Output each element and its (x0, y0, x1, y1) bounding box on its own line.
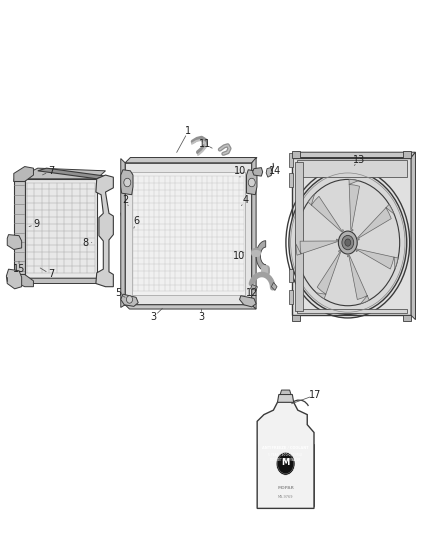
Text: 9: 9 (33, 219, 39, 229)
Polygon shape (289, 290, 293, 304)
Text: MOPAR: MOPAR (277, 486, 294, 490)
Polygon shape (125, 158, 257, 163)
Circle shape (289, 171, 407, 314)
Polygon shape (292, 158, 411, 316)
Text: 14: 14 (269, 166, 281, 176)
Polygon shape (277, 394, 294, 402)
Text: 4: 4 (242, 195, 248, 205)
Text: 7: 7 (48, 270, 54, 279)
Text: 7: 7 (48, 166, 54, 176)
Polygon shape (308, 194, 343, 232)
Polygon shape (403, 316, 411, 321)
Circle shape (277, 454, 294, 474)
Polygon shape (272, 282, 277, 290)
Circle shape (248, 178, 255, 187)
Polygon shape (280, 390, 291, 394)
Polygon shape (292, 151, 300, 158)
Polygon shape (296, 239, 338, 255)
Text: 15: 15 (13, 264, 25, 274)
Text: 2: 2 (122, 195, 128, 205)
Polygon shape (289, 269, 293, 282)
Polygon shape (349, 180, 360, 231)
Polygon shape (252, 158, 256, 309)
Circle shape (345, 239, 351, 246)
Text: M: M (282, 458, 290, 467)
Text: 13: 13 (353, 155, 365, 165)
Polygon shape (289, 154, 293, 166)
Polygon shape (257, 399, 314, 508)
Polygon shape (121, 159, 125, 308)
Polygon shape (240, 296, 256, 307)
Polygon shape (7, 269, 21, 289)
Text: 10: 10 (233, 251, 245, 261)
Polygon shape (14, 274, 33, 287)
Text: 3: 3 (150, 312, 156, 322)
Polygon shape (251, 285, 258, 290)
Polygon shape (121, 294, 138, 306)
Text: DO NOT ADD WATER: DO NOT ADD WATER (270, 458, 301, 463)
Polygon shape (358, 204, 394, 240)
Polygon shape (14, 274, 33, 281)
Circle shape (124, 178, 131, 187)
Text: 17: 17 (309, 390, 321, 400)
Text: 8: 8 (83, 238, 89, 247)
Text: 5: 5 (116, 288, 122, 298)
Polygon shape (25, 179, 97, 278)
Text: 12: 12 (246, 288, 258, 298)
Polygon shape (297, 160, 407, 176)
Polygon shape (294, 162, 303, 311)
Circle shape (339, 231, 357, 254)
Polygon shape (14, 175, 33, 181)
Polygon shape (266, 167, 272, 177)
Polygon shape (247, 169, 257, 195)
Polygon shape (132, 172, 245, 295)
Polygon shape (411, 152, 416, 320)
Polygon shape (125, 305, 256, 309)
Text: 5 YEAR / 100,000 MILE: 5 YEAR / 100,000 MILE (268, 453, 303, 457)
Polygon shape (256, 241, 266, 271)
Text: 11: 11 (199, 139, 211, 149)
Polygon shape (14, 181, 25, 274)
Polygon shape (289, 173, 293, 187)
Polygon shape (25, 278, 106, 284)
Polygon shape (25, 168, 106, 179)
Text: 6: 6 (133, 216, 139, 227)
Polygon shape (403, 151, 411, 158)
Bar (258, 446, 313, 504)
Polygon shape (38, 168, 106, 179)
Polygon shape (7, 235, 21, 249)
Text: ANTIFREEZE / COOLANT: ANTIFREEZE / COOLANT (262, 446, 309, 450)
Polygon shape (292, 152, 416, 158)
Circle shape (342, 236, 354, 250)
Polygon shape (292, 316, 300, 321)
Polygon shape (347, 255, 369, 304)
Bar (257, 443, 314, 506)
Text: MS-9769: MS-9769 (278, 495, 293, 499)
Polygon shape (125, 163, 252, 305)
Polygon shape (121, 210, 131, 223)
Polygon shape (253, 167, 263, 176)
Text: 1: 1 (185, 126, 191, 136)
Polygon shape (356, 249, 398, 269)
Polygon shape (316, 251, 341, 299)
Polygon shape (297, 309, 407, 313)
Polygon shape (121, 169, 133, 195)
Polygon shape (14, 166, 33, 181)
Circle shape (127, 296, 133, 303)
Circle shape (276, 452, 295, 475)
Text: 3: 3 (198, 312, 205, 322)
Text: 10: 10 (234, 166, 246, 176)
Polygon shape (96, 175, 113, 287)
